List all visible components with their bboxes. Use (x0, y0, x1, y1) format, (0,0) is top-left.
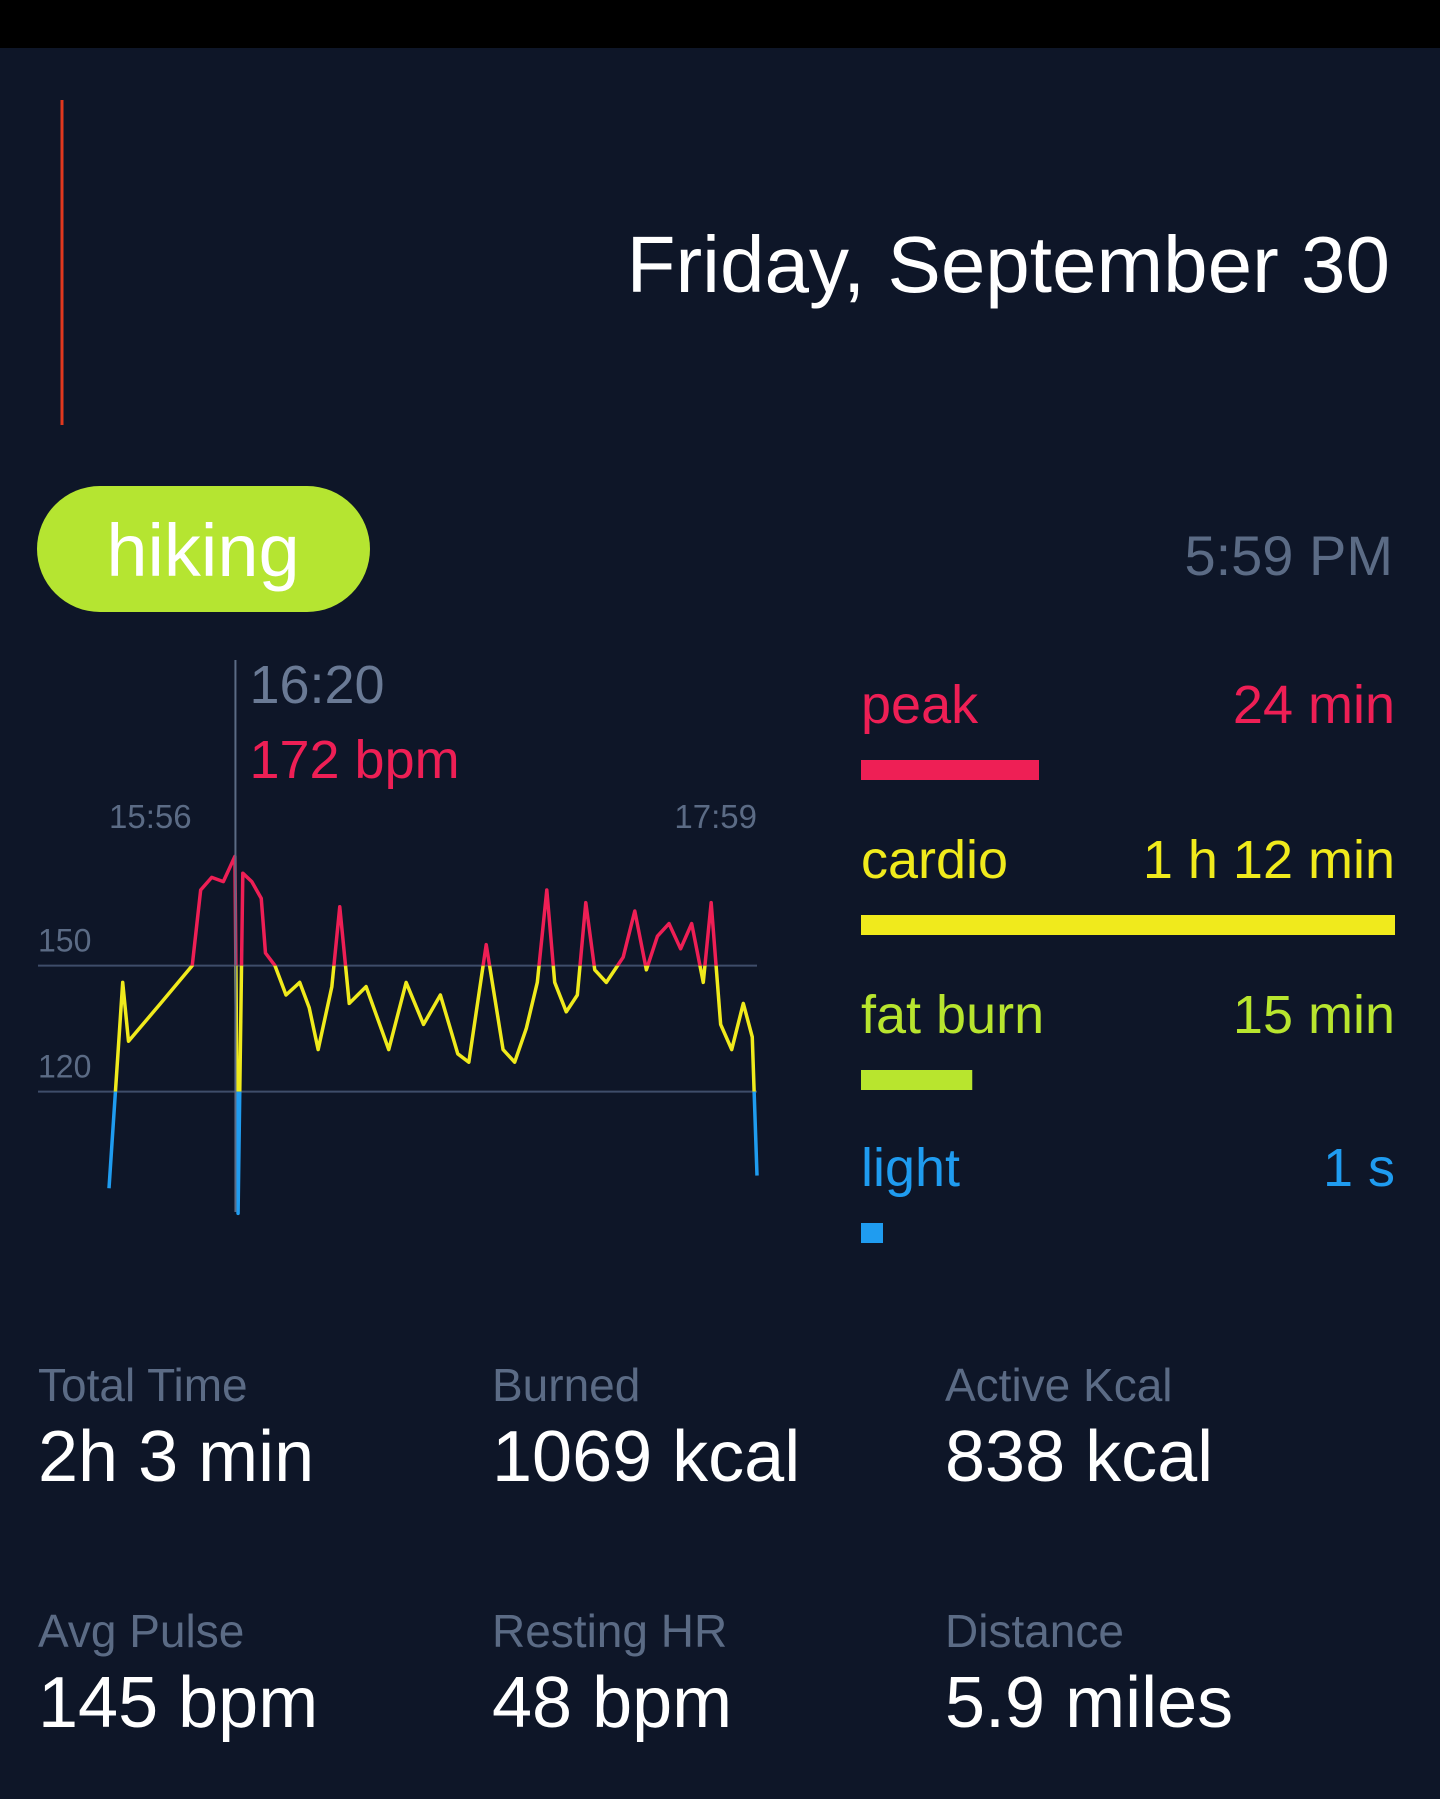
stat-value: 48 bpm (492, 1663, 732, 1743)
zone-value: 1 s (1323, 1138, 1395, 1198)
stat-label: Active Kcal (945, 1359, 1173, 1411)
heart-rate-line (107, 1091, 759, 1216)
heart-rate-line (113, 965, 756, 1092)
stat-label: Avg Pulse (38, 1605, 244, 1657)
cursor-time: 16:20 (249, 655, 384, 715)
x-tick-label: 15:56 (109, 798, 192, 835)
y-tick-label: 120 (38, 1049, 91, 1085)
activity-pill[interactable] (37, 486, 370, 612)
zone-name: fat burn (861, 985, 1044, 1045)
heart-rate-line (189, 854, 718, 966)
zone-value: 15 min (1233, 985, 1395, 1045)
zone-bar (861, 1070, 973, 1090)
zone-name: peak (861, 675, 979, 735)
activity-time: 5:59 PM (1184, 524, 1393, 587)
stat-label: Distance (945, 1605, 1124, 1657)
zone-bar (861, 1223, 883, 1243)
stat-label: Total Time (38, 1359, 248, 1411)
stat-label: Burned (492, 1359, 640, 1411)
zone-value: 24 min (1233, 675, 1395, 735)
stat-value: 145 bpm (38, 1663, 318, 1743)
zone-name: light (861, 1138, 960, 1198)
zone-bar (861, 915, 1395, 935)
stat-label: Resting HR (492, 1605, 727, 1657)
y-tick-label: 150 (38, 923, 91, 959)
zone-name: cardio (861, 830, 1008, 890)
zone-bar (861, 760, 1039, 780)
stat-value: 2h 3 min (38, 1417, 314, 1497)
status-bar (0, 0, 1440, 48)
stat-value: 1069 kcal (492, 1417, 800, 1497)
stat-value: 838 kcal (945, 1417, 1213, 1497)
date-title: Friday, September 30 (627, 220, 1390, 309)
stat-value: 5.9 miles (945, 1663, 1233, 1743)
x-tick-label: 17:59 (674, 798, 757, 835)
zone-value: 1 h 12 min (1143, 830, 1395, 890)
activity-label[interactable]: hiking (106, 509, 299, 592)
cursor-value: 172 bpm (249, 730, 459, 790)
